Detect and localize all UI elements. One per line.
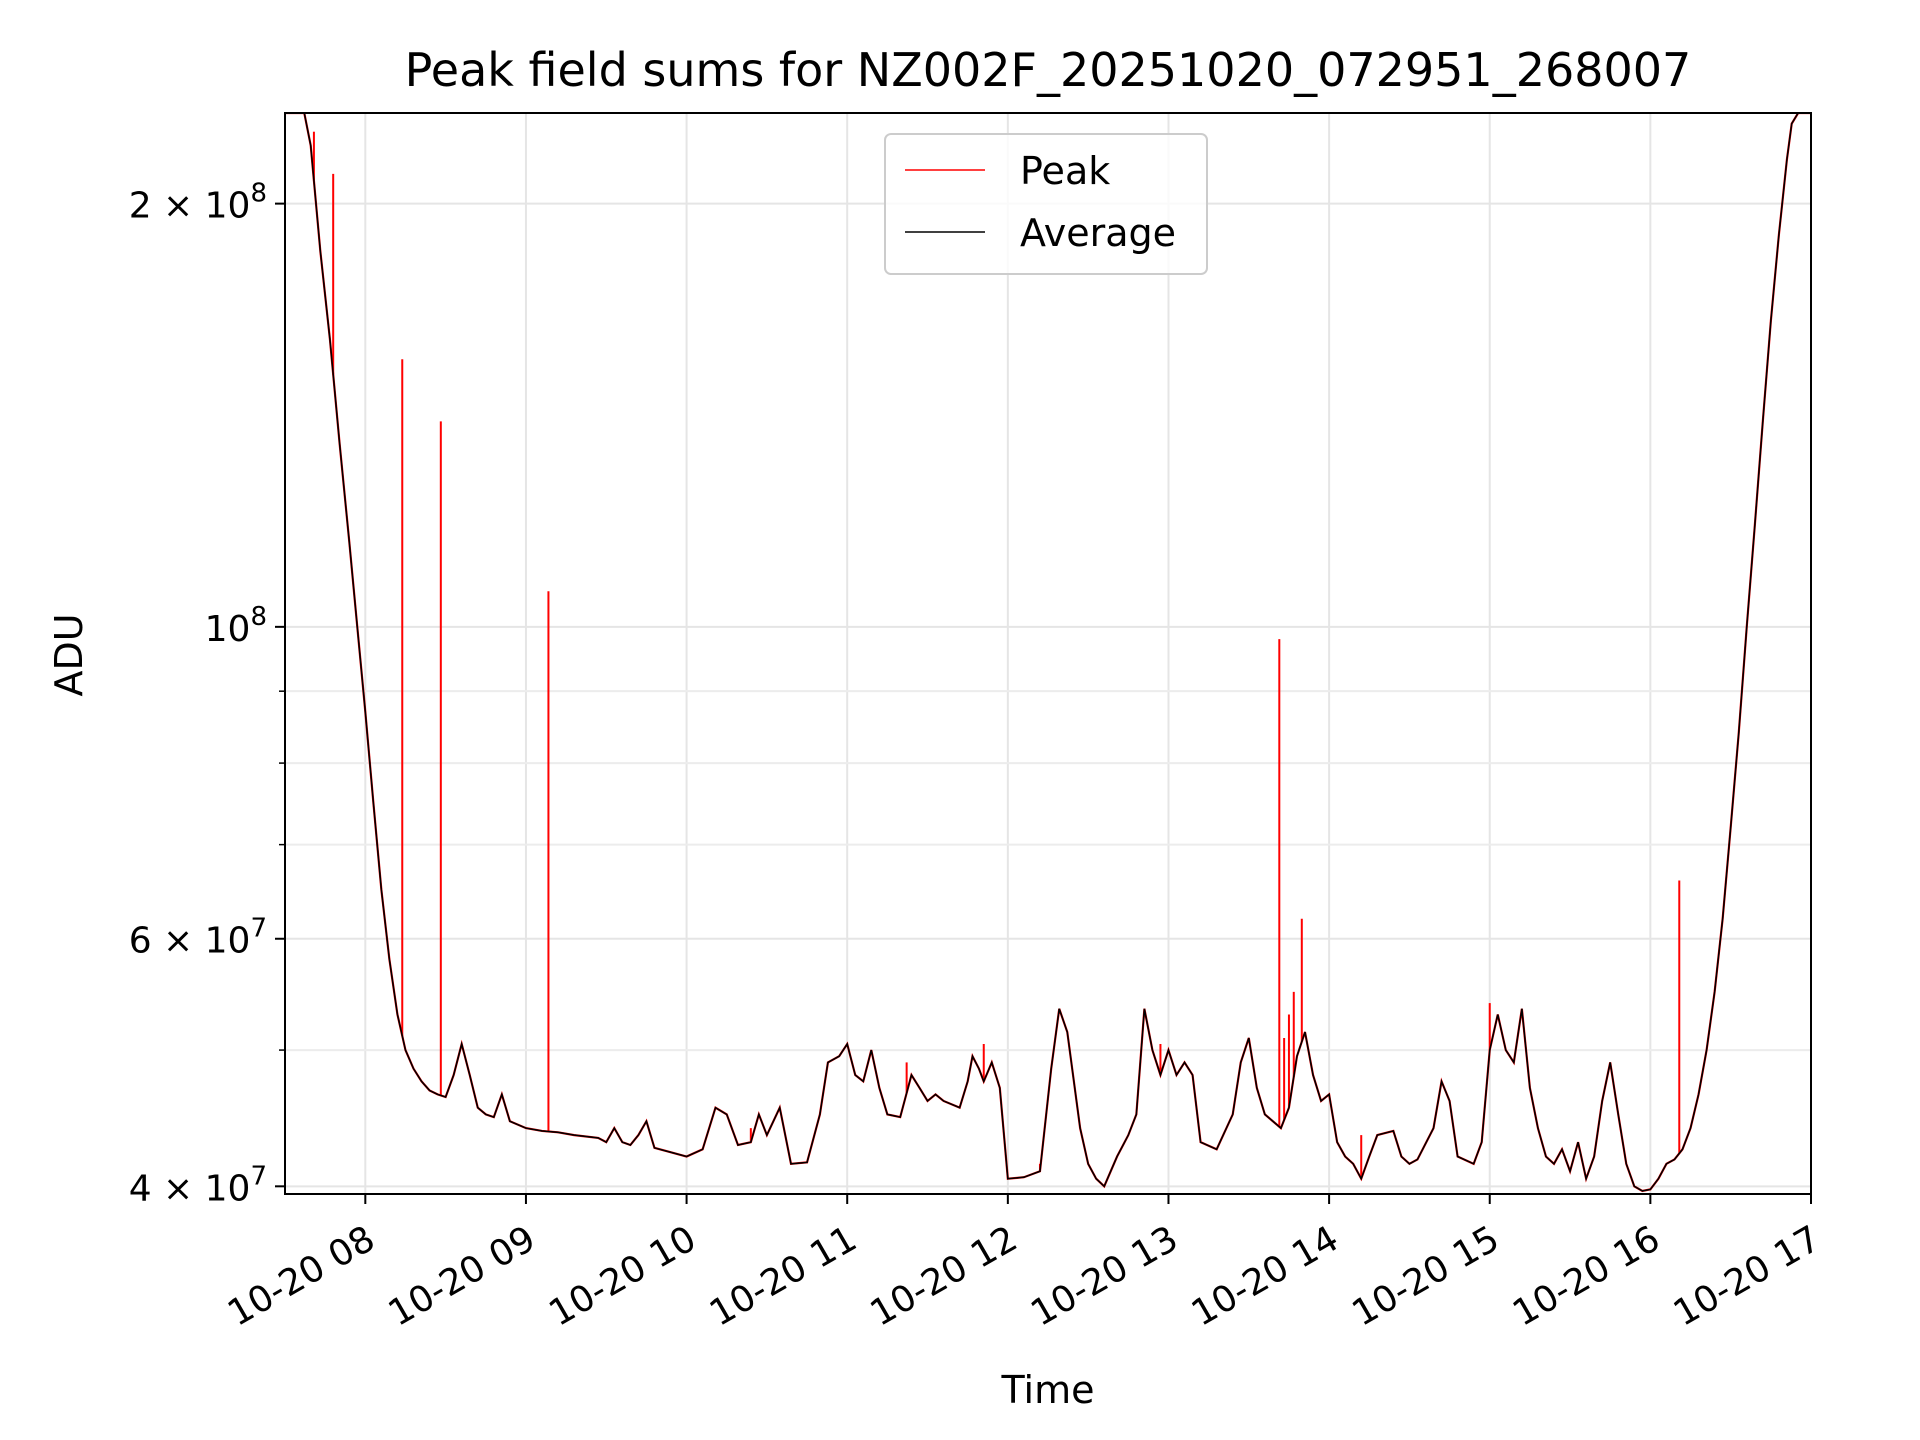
legend-average-label: Average xyxy=(1020,211,1176,255)
y-tick-label: 4 × 107 xyxy=(129,1161,267,1209)
series-layer xyxy=(285,113,1811,1193)
y-tick-label: 2 × 108 xyxy=(129,179,267,227)
chart-title: Peak field sums for NZ002F_20251020_0729… xyxy=(405,43,1692,97)
plot-area xyxy=(285,113,1811,1193)
legend-peak-label: Peak xyxy=(1020,149,1110,193)
plot-frame xyxy=(284,112,1812,1195)
average-series-line xyxy=(285,113,1811,1192)
legend: Peak Average xyxy=(884,133,1208,275)
legend-box xyxy=(884,133,1208,275)
x-axis-label: Time xyxy=(1001,1368,1095,1412)
y-axis-label: ADU xyxy=(47,613,91,696)
y-tick-label: 108 xyxy=(205,602,267,650)
y-tick-label: 6 × 107 xyxy=(129,914,267,962)
